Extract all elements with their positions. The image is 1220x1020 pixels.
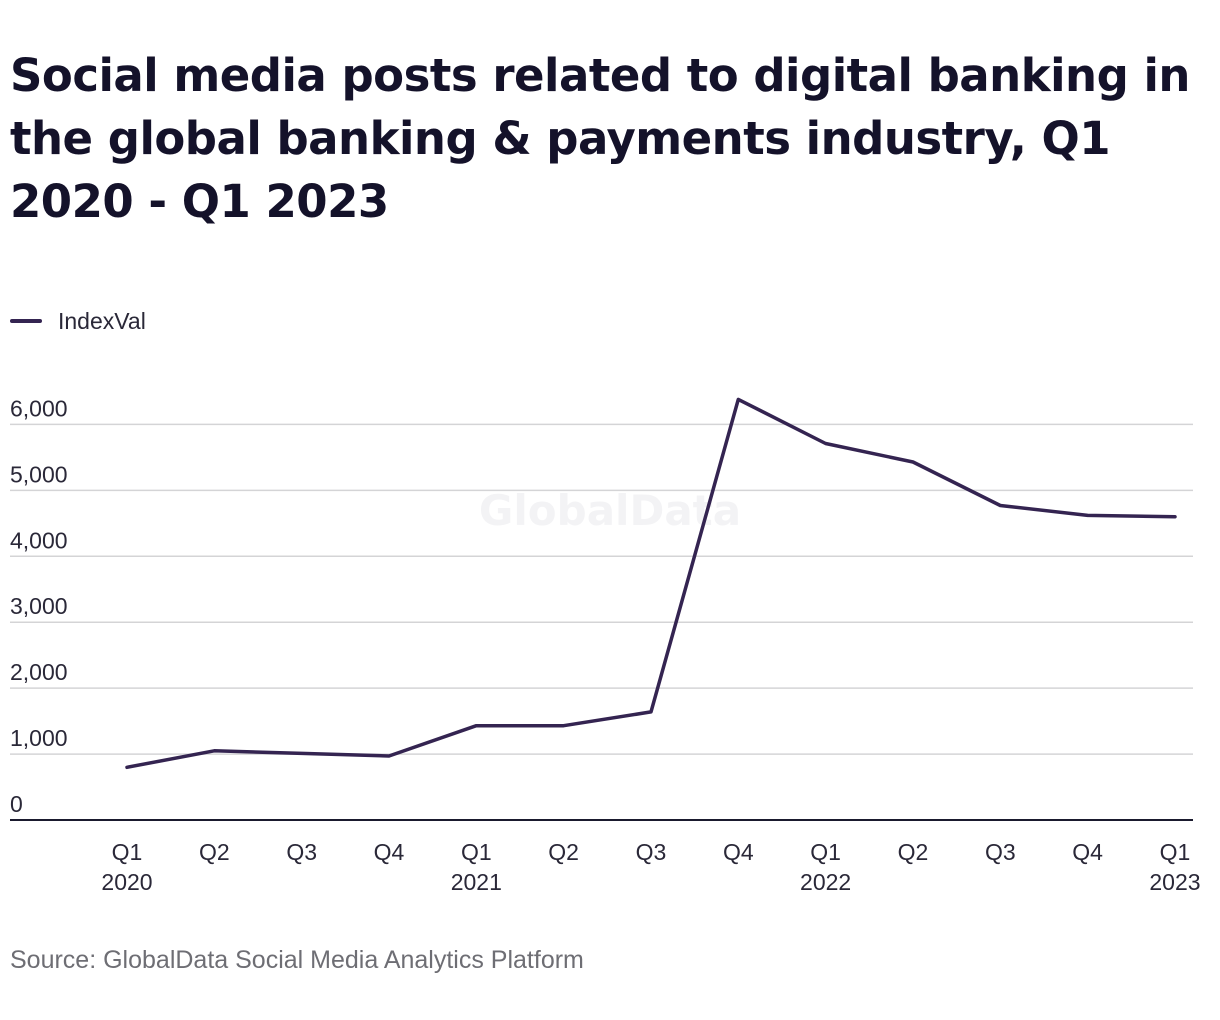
chart-legend: IndexVal [10, 306, 146, 336]
y-tick-label: 1,000 [10, 725, 68, 751]
x-tick-label: Q3 [636, 839, 667, 865]
x-tick-label: Q1 2021 [451, 839, 502, 895]
source-note: Source: GlobalData Social Media Analytic… [10, 946, 584, 974]
y-tick-label: 0 [10, 791, 23, 817]
legend-swatch [10, 319, 42, 323]
y-tick-label: 4,000 [10, 527, 68, 553]
x-tick-label: Q4 [1072, 839, 1103, 865]
x-tick-label: Q1 2020 [101, 839, 152, 895]
series-line-indexval [125, 397, 1177, 770]
x-tick-label: Q3 [985, 839, 1016, 865]
x-tick-label: Q4 [723, 839, 754, 865]
x-tick-label: Q1 2023 [1149, 839, 1200, 895]
x-tick-label: Q2 [898, 839, 929, 865]
chart-title: Social media posts related to digital ba… [10, 49, 1190, 228]
y-tick-label: 2,000 [10, 659, 68, 685]
watermark-text: GlobalData [479, 486, 741, 535]
y-tick-label: 6,000 [10, 395, 68, 421]
x-tick-label: Q2 [199, 839, 230, 865]
y-tick-label: 5,000 [10, 461, 68, 487]
x-tick-label: Q1 2022 [800, 839, 851, 895]
y-tick-label: 3,000 [10, 593, 68, 619]
line-chart: GlobalData 0 1,000 2,000 3,000 4,000 5,000 6,0… [10, 395, 1201, 895]
x-tick-label: Q3 [286, 839, 317, 865]
legend-label: IndexVal [58, 307, 146, 334]
x-tick-label: Q4 [374, 839, 405, 865]
x-tick-label: Q2 [548, 839, 579, 865]
